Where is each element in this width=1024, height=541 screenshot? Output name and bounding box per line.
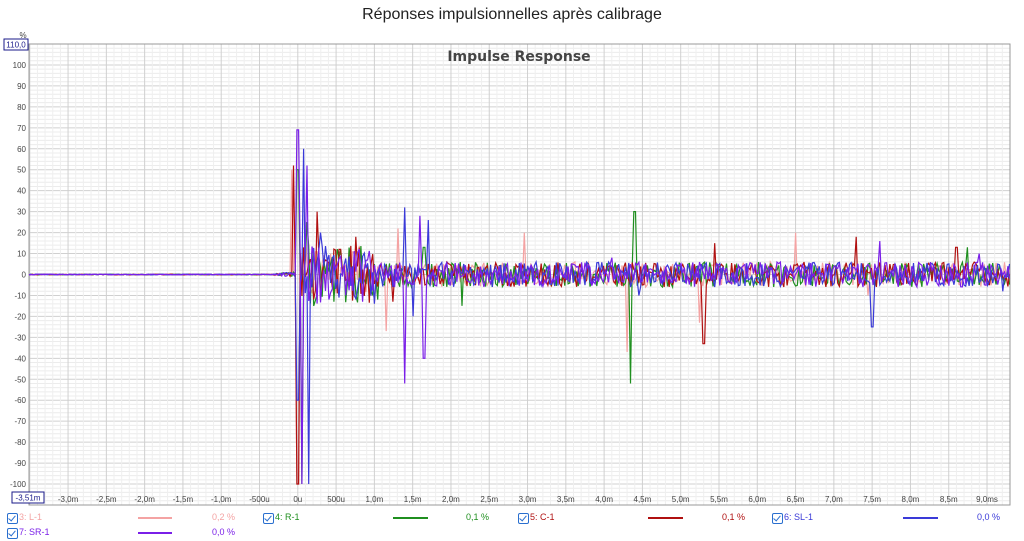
y-tick-label: 40 bbox=[17, 187, 26, 196]
x-tick-label: -3,0m bbox=[58, 495, 79, 504]
legend-checkbox[interactable] bbox=[263, 513, 274, 524]
y-tick-label: -90 bbox=[14, 459, 26, 468]
y-max-box[interactable] bbox=[3, 38, 29, 51]
x-tick-label: -2,0m bbox=[134, 495, 155, 504]
legend-series-value: 0,1 % bbox=[721, 512, 745, 522]
legend-line-swatch bbox=[138, 532, 172, 534]
x-tick-label: 6,5m bbox=[787, 495, 805, 504]
x-axis-ticks: -3,0m -2,5m -2,0m -1,5m -1,0m -500u 0u 500u 1,0m… bbox=[58, 495, 998, 504]
x-tick-label: 5,5m bbox=[710, 495, 728, 504]
y-tick-label: -30 bbox=[14, 333, 26, 342]
y-tick-label: 90 bbox=[17, 82, 26, 91]
legend-line-swatch bbox=[648, 517, 683, 519]
legend-checkbox[interactable] bbox=[7, 513, 18, 524]
legend-series-value: 0,1 % bbox=[465, 512, 489, 522]
legend-checkbox[interactable] bbox=[7, 528, 18, 539]
y-tick-label: -80 bbox=[14, 438, 26, 447]
x-tick-label: 500u bbox=[327, 495, 345, 504]
legend-series-name: 5: C-1 bbox=[530, 512, 555, 522]
y-tick-label: -50 bbox=[14, 375, 26, 384]
y-tick-label: 70 bbox=[17, 124, 26, 133]
x-tick-label: 6,0m bbox=[748, 495, 766, 504]
page-title: Réponses impulsionnelles après calibrage bbox=[362, 6, 662, 23]
series-lines bbox=[28, 129, 1011, 485]
y-tick-label: 50 bbox=[17, 166, 26, 175]
y-max-box-label: 110,0 bbox=[6, 41, 26, 50]
legend-line-swatch bbox=[903, 517, 938, 519]
x-tick-label: 5,0m bbox=[672, 495, 690, 504]
y-axis-unit: % bbox=[19, 31, 26, 40]
series-line-3 bbox=[28, 169, 1011, 485]
legend-series-value: 0,0 % bbox=[211, 527, 235, 537]
legend-series-name: 3: L-1 bbox=[19, 512, 43, 522]
x-tick-label: -500u bbox=[249, 495, 269, 504]
y-tick-label: 80 bbox=[17, 103, 26, 112]
legend-series-value: 0,2 % bbox=[211, 512, 235, 522]
series-line-7 bbox=[28, 129, 1011, 485]
legend-checkbox[interactable] bbox=[518, 513, 529, 524]
legend-series-value: 0,0 % bbox=[976, 512, 1000, 522]
y-tick-label: 100 bbox=[13, 61, 27, 70]
x-tick-label: 2,5m bbox=[480, 495, 498, 504]
y-tick-label: -60 bbox=[14, 396, 26, 405]
y-tick-label: -10 bbox=[14, 291, 26, 300]
y-tick-label: -70 bbox=[14, 417, 26, 426]
x-min-box[interactable] bbox=[11, 491, 45, 504]
series-line-4 bbox=[28, 169, 1011, 485]
y-tick-label: 60 bbox=[17, 145, 26, 154]
x-tick-label: 4,5m bbox=[634, 495, 652, 504]
x-tick-label: 7,5m bbox=[863, 495, 881, 504]
x-tick-label: 9,0ms bbox=[976, 495, 998, 504]
legend-series-name: 6: SL-1 bbox=[784, 512, 814, 522]
y-tick-label: 20 bbox=[17, 229, 26, 238]
x-tick-label: -1,5m bbox=[173, 495, 194, 504]
chart-inner-title: Impulse Response bbox=[447, 49, 590, 65]
y-tick-label: -20 bbox=[14, 312, 26, 321]
x-tick-label: -2,5m bbox=[96, 495, 117, 504]
legend-line-swatch bbox=[138, 517, 172, 519]
x-min-box-label: -3,51m bbox=[16, 494, 41, 503]
legend: 3: L-1 0,2 % 4: R-1 0,1 % 5: C-1 0,1 % 6: SL-1… bbox=[0, 510, 1024, 541]
y-tick-label: 30 bbox=[17, 208, 26, 217]
x-tick-label: 4,0m bbox=[595, 495, 613, 504]
y-tick-label: 10 bbox=[17, 250, 26, 259]
y-tick-label: -40 bbox=[14, 354, 26, 363]
y-axis-ticks: 1009080706050403020100-10-20-30-40-50-60… bbox=[10, 61, 27, 489]
impulse-response-chart: Impulse Response 1009080706050403020100-… bbox=[3, 31, 1011, 506]
y-tick-label: 0 bbox=[22, 271, 27, 280]
series-line-6 bbox=[28, 148, 1011, 485]
x-tick-label: -1,0m bbox=[211, 495, 232, 504]
legend-line-swatch bbox=[393, 517, 428, 519]
x-tick-label: 3,0m bbox=[519, 495, 537, 504]
x-tick-label: 7,0m bbox=[825, 495, 843, 504]
y-tick-label: -100 bbox=[10, 480, 27, 489]
x-tick-label: 8,0m bbox=[902, 495, 920, 504]
x-tick-label: 1,0m bbox=[365, 495, 383, 504]
x-tick-label: 1,5m bbox=[404, 495, 422, 504]
x-tick-label: 8,5m bbox=[940, 495, 958, 504]
x-tick-label: 3,5m bbox=[557, 495, 575, 504]
x-tick-label: 2,0m bbox=[442, 495, 460, 504]
legend-series-name: 4: R-1 bbox=[275, 512, 300, 522]
legend-series-name: 7: SR-1 bbox=[19, 527, 50, 537]
legend-checkbox[interactable] bbox=[772, 513, 783, 524]
x-tick-label: 0u bbox=[293, 495, 302, 504]
